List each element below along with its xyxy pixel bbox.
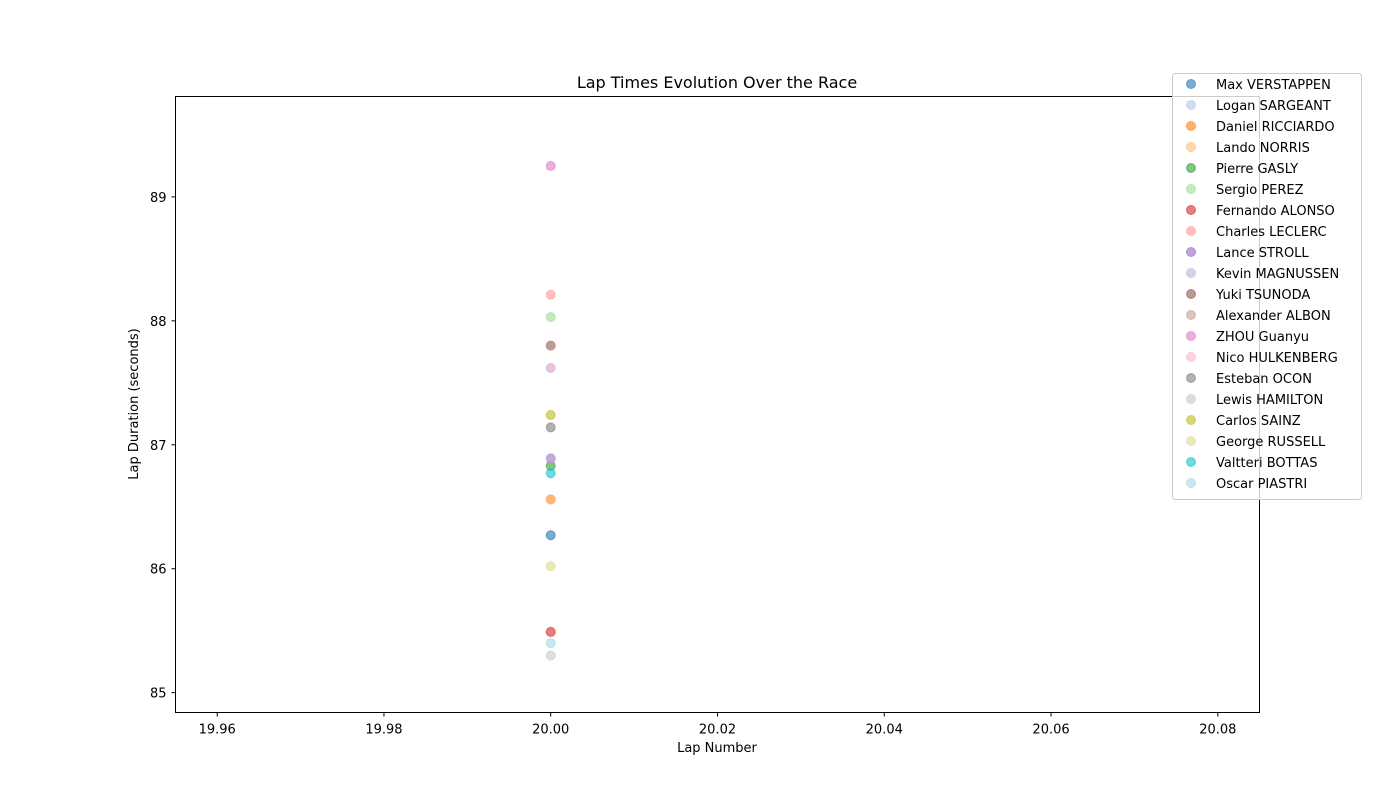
data-point (545, 312, 556, 323)
y-tick-label: 88 (150, 315, 167, 330)
legend-marker (1186, 268, 1196, 278)
legend-marker (1186, 205, 1196, 215)
x-tick-label: 20.00 (532, 723, 569, 738)
legend-entry-label: Lando NORRIS (1216, 141, 1310, 156)
legend-marker (1186, 436, 1196, 446)
legend-marker (1186, 121, 1196, 131)
data-point (545, 530, 556, 541)
legend-entry-label: Nico HULKENBERG (1216, 351, 1338, 366)
legend-entry-label: Pierre GASLY (1216, 162, 1298, 177)
legend-marker (1186, 331, 1196, 341)
x-tick-label: 19.98 (365, 723, 402, 738)
legend-marker (1186, 352, 1196, 362)
x-tick-label: 20.08 (1199, 723, 1236, 738)
x-tick-label: 20.06 (1032, 723, 1069, 738)
legend-entry-label: Kevin MAGNUSSEN (1216, 267, 1339, 282)
legend-entry-label: Logan SARGEANT (1216, 99, 1331, 114)
legend-entry-label: Lewis HAMILTON (1216, 393, 1323, 408)
legend-entry-label: Lance STROLL (1216, 246, 1309, 261)
data-point (545, 650, 556, 661)
legend-entry-label: Sergio PEREZ (1216, 183, 1304, 198)
x-tick-label: 20.02 (699, 723, 736, 738)
y-tick-label: 87 (150, 439, 167, 454)
data-point (545, 410, 556, 421)
data-point (545, 626, 556, 637)
data-point (545, 494, 556, 505)
legend-entry-label: ZHOU Guanyu (1216, 330, 1309, 345)
y-tick-label: 89 (150, 191, 167, 206)
legend-entry-label: Alexander ALBON (1216, 309, 1331, 324)
data-point (545, 340, 556, 351)
legend-marker (1186, 226, 1196, 236)
x-axis-ticks: 19.96 19.98 20.00 20.02 20.04 20.06 20.08 (199, 712, 1236, 738)
legend-marker (1186, 79, 1196, 89)
legend-marker (1186, 394, 1196, 404)
legend-marker (1186, 163, 1196, 173)
data-point (545, 638, 556, 649)
legend-entry-label: Charles LECLERC (1216, 225, 1327, 240)
data-points (545, 160, 556, 661)
y-axis-label: Lap Duration (seconds) (127, 328, 142, 479)
legend-entry-label: Valtteri BOTTAS (1216, 456, 1317, 471)
legend-entry-label: Oscar PIASTRI (1216, 477, 1307, 492)
x-tick-label: 19.96 (199, 723, 236, 738)
legend-frame (1172, 73, 1362, 500)
data-point (545, 362, 556, 373)
legend-marker (1186, 289, 1196, 299)
data-point (545, 453, 556, 464)
legend-entry-label: Max VERSTAPPEN (1216, 78, 1331, 93)
x-axis-label: Lap Number (677, 741, 757, 756)
legend-entry-label: Yuki TSUNODA (1215, 288, 1310, 303)
legend-marker (1186, 478, 1196, 488)
y-axis-ticks: 85 86 87 88 89 (150, 191, 176, 702)
legend-marker (1186, 247, 1196, 257)
legend-marker (1186, 142, 1196, 152)
legend-marker (1186, 457, 1196, 467)
y-tick-label: 86 (150, 563, 167, 578)
data-point (545, 468, 556, 479)
data-point (545, 289, 556, 300)
legend-marker (1186, 415, 1196, 425)
legend-entry-label: Fernando ALONSO (1216, 204, 1335, 219)
data-point (545, 160, 556, 171)
legend: Max VERSTAPPEN Logan SARGEANT Daniel RICCI… (1172, 73, 1362, 500)
legend-marker (1186, 100, 1196, 110)
plot-area-frame (175, 96, 1260, 713)
x-tick-label: 20.04 (866, 723, 903, 738)
legend-entry-label: Carlos SAINZ (1216, 414, 1301, 429)
legend-marker (1186, 310, 1196, 320)
y-tick-label: 85 (150, 687, 167, 702)
legend-entry-label: Esteban OCON (1216, 372, 1312, 387)
legend-marker (1186, 184, 1196, 194)
chart-title: Lap Times Evolution Over the Race (577, 73, 857, 92)
legend-entry-label: George RUSSELL (1216, 435, 1326, 450)
legend-marker (1186, 373, 1196, 383)
legend-entry-label: Daniel RICCIARDO (1216, 120, 1335, 135)
data-point (545, 561, 556, 572)
data-point (545, 422, 556, 433)
